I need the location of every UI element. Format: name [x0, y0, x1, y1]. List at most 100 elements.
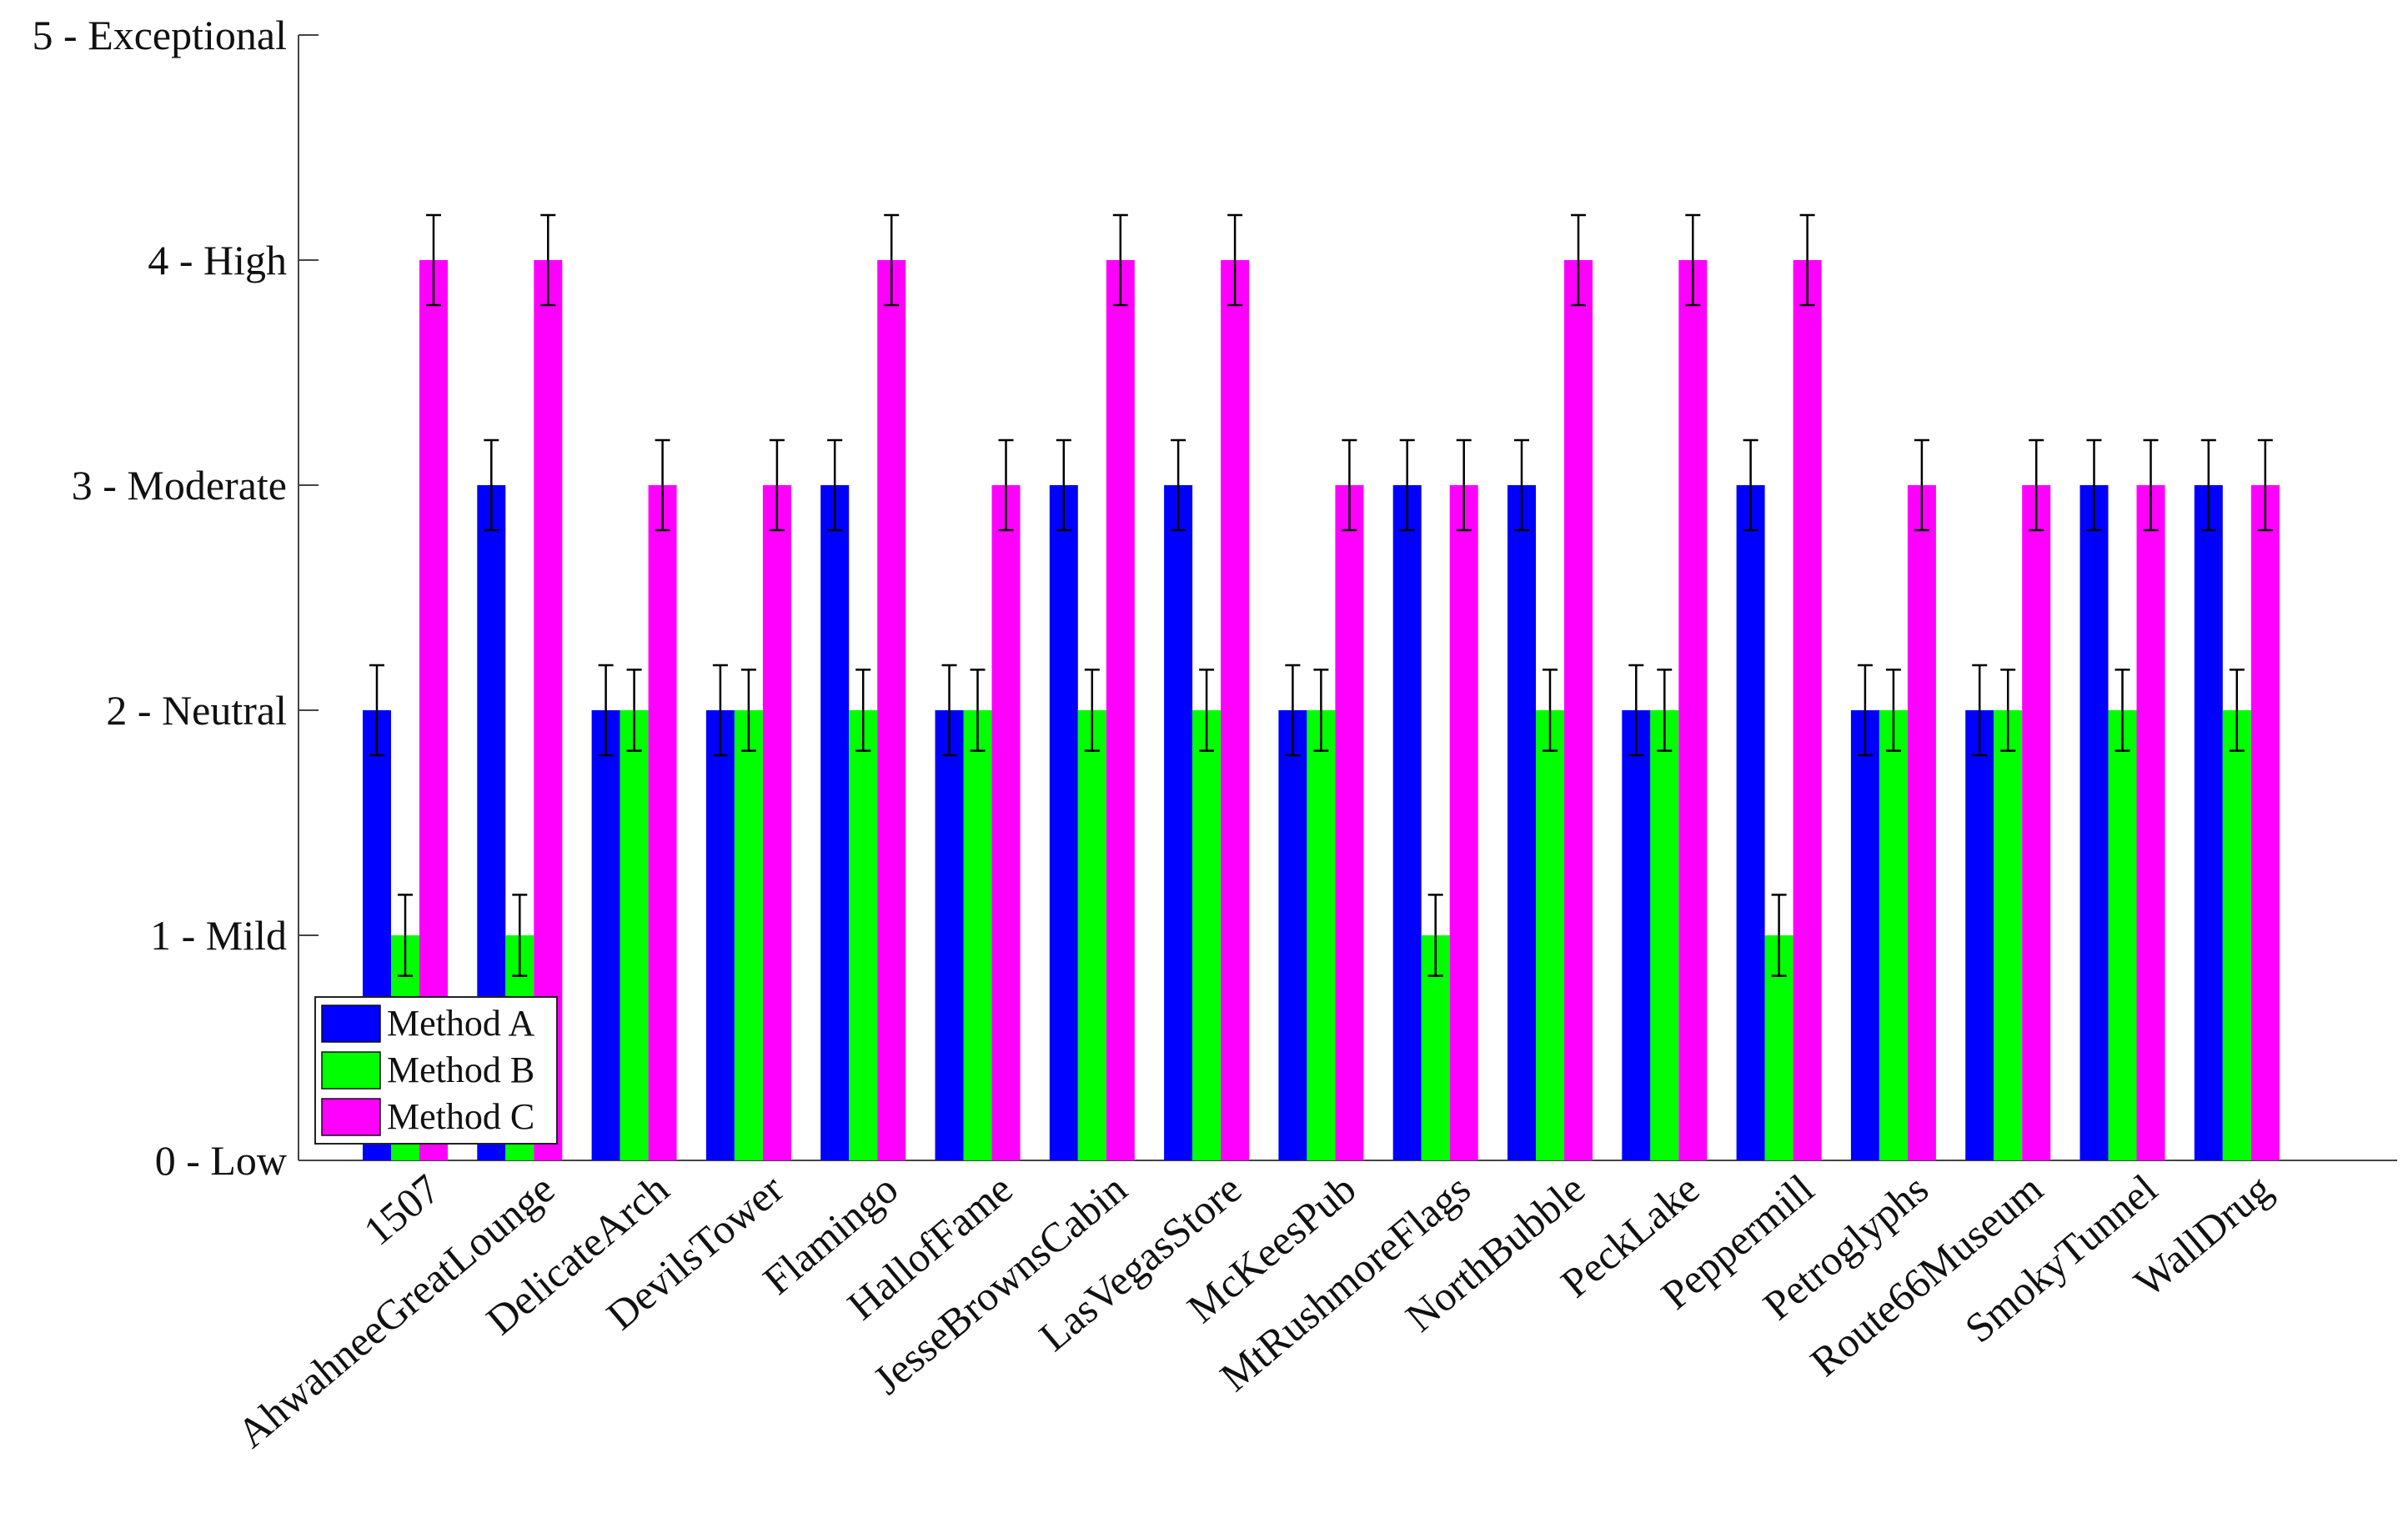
error-bar	[855, 669, 871, 752]
error-bar	[1056, 438, 1071, 532]
error-bar	[740, 669, 756, 752]
legend: Method A Method B Method C	[314, 996, 558, 1145]
bar-method-c	[1564, 260, 1593, 1160]
bar-method-a	[1736, 485, 1765, 1160]
error-bar	[1771, 894, 1787, 977]
error-bar	[1571, 213, 1586, 307]
bar-method-c	[762, 485, 791, 1160]
bar-method-b	[1650, 710, 1679, 1160]
bar-method-b	[620, 710, 649, 1160]
bar-method-a	[1508, 485, 1536, 1160]
error-bar	[2115, 669, 2130, 752]
bar-method-c	[877, 260, 906, 1160]
error-bar	[1313, 669, 1329, 752]
error-bar	[2029, 438, 2044, 532]
error-bars	[369, 213, 2273, 977]
error-bar	[1456, 438, 1472, 532]
bar-method-b	[1879, 710, 1908, 1160]
bar-method-a	[1850, 710, 1879, 1160]
bar-method-c	[1793, 260, 1822, 1160]
error-bar	[426, 213, 441, 307]
bar-method-a	[1164, 485, 1193, 1160]
bar-method-c	[2022, 485, 2051, 1160]
bar-method-c	[1907, 485, 1936, 1160]
error-bar	[1914, 438, 1929, 532]
legend-label: Method A	[387, 1003, 534, 1044]
error-bar	[484, 438, 499, 532]
bar-method-b	[1307, 710, 1336, 1160]
error-bar	[2200, 438, 2216, 532]
bar-method-a	[935, 710, 964, 1160]
legend-swatch	[321, 1051, 381, 1090]
error-bar	[512, 894, 528, 977]
bar-method-b	[1994, 710, 2023, 1160]
error-bar	[884, 213, 900, 307]
bar-method-a	[1049, 485, 1078, 1160]
bar-method-a	[2194, 485, 2223, 1160]
bar-method-a	[705, 710, 735, 1160]
bar-method-b	[963, 710, 992, 1160]
error-bar	[2086, 438, 2102, 532]
bar-method-b	[2108, 710, 2137, 1160]
bar-method-b	[849, 710, 878, 1160]
error-bar	[1171, 438, 1186, 532]
error-bar	[998, 438, 1014, 532]
error-bar	[1972, 664, 1988, 757]
error-bar	[655, 438, 670, 532]
error-bar	[1342, 438, 1357, 532]
error-bar	[970, 669, 986, 752]
error-bar	[598, 664, 614, 757]
error-bar	[1543, 669, 1558, 752]
error-bar	[1084, 669, 1100, 752]
bar-method-a	[1965, 710, 1994, 1160]
error-bar	[769, 438, 785, 532]
error-bar	[827, 438, 843, 532]
error-bar	[369, 664, 384, 757]
bar-method-a	[1622, 710, 1651, 1160]
bar-method-c	[1335, 485, 1364, 1160]
bar-method-c	[1106, 260, 1135, 1160]
y-tick-label: 1 - Mild	[150, 912, 287, 959]
error-bar	[712, 664, 728, 757]
error-bar	[2000, 669, 2016, 752]
error-bar	[626, 669, 642, 752]
legend-swatch	[321, 1004, 381, 1043]
bar-method-a	[820, 485, 850, 1160]
error-bar	[1199, 669, 1215, 752]
error-bar	[1657, 669, 1673, 752]
bar-method-a	[591, 710, 620, 1160]
y-tick-label: 0 - Low	[155, 1137, 287, 1184]
bar-method-b	[1192, 710, 1222, 1160]
error-bar	[1427, 894, 1443, 977]
x-tick-label: 1507	[354, 1165, 449, 1255]
error-bar	[1685, 213, 1701, 307]
bar-method-c	[2250, 485, 2280, 1160]
error-bar	[1743, 438, 1758, 532]
bar-method-c	[991, 485, 1021, 1160]
bar-method-c	[2136, 485, 2165, 1160]
bar-method-b	[1536, 710, 1564, 1160]
bar-method-a	[1278, 710, 1307, 1160]
bar-method-c	[1678, 260, 1708, 1160]
bar-method-b	[2222, 710, 2251, 1160]
error-bar	[1628, 664, 1644, 757]
legend-label: Method B	[387, 1050, 534, 1090]
error-bar	[540, 213, 556, 307]
error-bar	[1227, 213, 1243, 307]
bar-method-b	[734, 710, 763, 1160]
legend-swatch	[321, 1098, 381, 1136]
error-bar	[2143, 438, 2159, 532]
error-bar	[2257, 438, 2273, 532]
y-tick-label: 3 - Moderate	[72, 462, 287, 509]
bar-method-c	[648, 485, 677, 1160]
bar-method-c	[1449, 485, 1478, 1160]
y-tick-label: 5 - Exceptional	[33, 12, 287, 58]
error-bar	[1112, 213, 1128, 307]
bar-method-a	[1392, 485, 1422, 1160]
bar-method-c	[1221, 260, 1250, 1160]
error-bar	[1285, 664, 1301, 757]
bar-method-b	[1077, 710, 1106, 1160]
y-tick-label: 4 - High	[148, 237, 287, 283]
error-bar	[398, 894, 413, 977]
